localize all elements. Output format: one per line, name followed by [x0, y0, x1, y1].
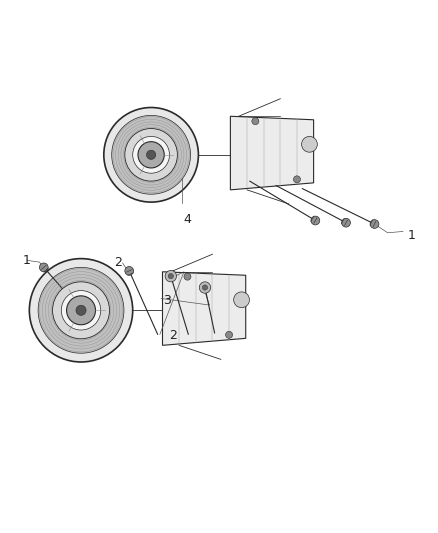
Polygon shape — [162, 272, 246, 345]
Circle shape — [252, 118, 259, 125]
Circle shape — [202, 285, 208, 290]
Circle shape — [201, 283, 209, 292]
Circle shape — [53, 282, 110, 339]
Circle shape — [293, 176, 300, 183]
Text: 1: 1 — [407, 229, 415, 243]
Circle shape — [226, 332, 233, 338]
Circle shape — [370, 220, 379, 229]
Text: 1: 1 — [23, 254, 31, 267]
Circle shape — [165, 270, 177, 282]
Circle shape — [311, 216, 320, 225]
Circle shape — [184, 273, 191, 280]
Circle shape — [138, 142, 164, 168]
Circle shape — [39, 263, 48, 272]
Circle shape — [29, 259, 133, 362]
Circle shape — [125, 128, 177, 181]
Circle shape — [146, 150, 155, 159]
Circle shape — [166, 272, 175, 280]
Circle shape — [133, 136, 170, 173]
Circle shape — [168, 273, 173, 279]
Text: 3: 3 — [163, 294, 171, 307]
Circle shape — [67, 296, 95, 325]
Circle shape — [61, 290, 101, 330]
Circle shape — [342, 219, 350, 227]
Circle shape — [199, 282, 211, 293]
Circle shape — [76, 305, 86, 316]
Circle shape — [301, 136, 317, 152]
Circle shape — [125, 266, 134, 275]
Text: 2: 2 — [114, 256, 122, 270]
Circle shape — [234, 292, 249, 308]
Circle shape — [112, 115, 191, 194]
Text: 4: 4 — [184, 213, 191, 225]
Polygon shape — [230, 116, 314, 190]
Circle shape — [38, 268, 124, 353]
Text: 2: 2 — [169, 329, 177, 342]
Circle shape — [104, 108, 198, 202]
